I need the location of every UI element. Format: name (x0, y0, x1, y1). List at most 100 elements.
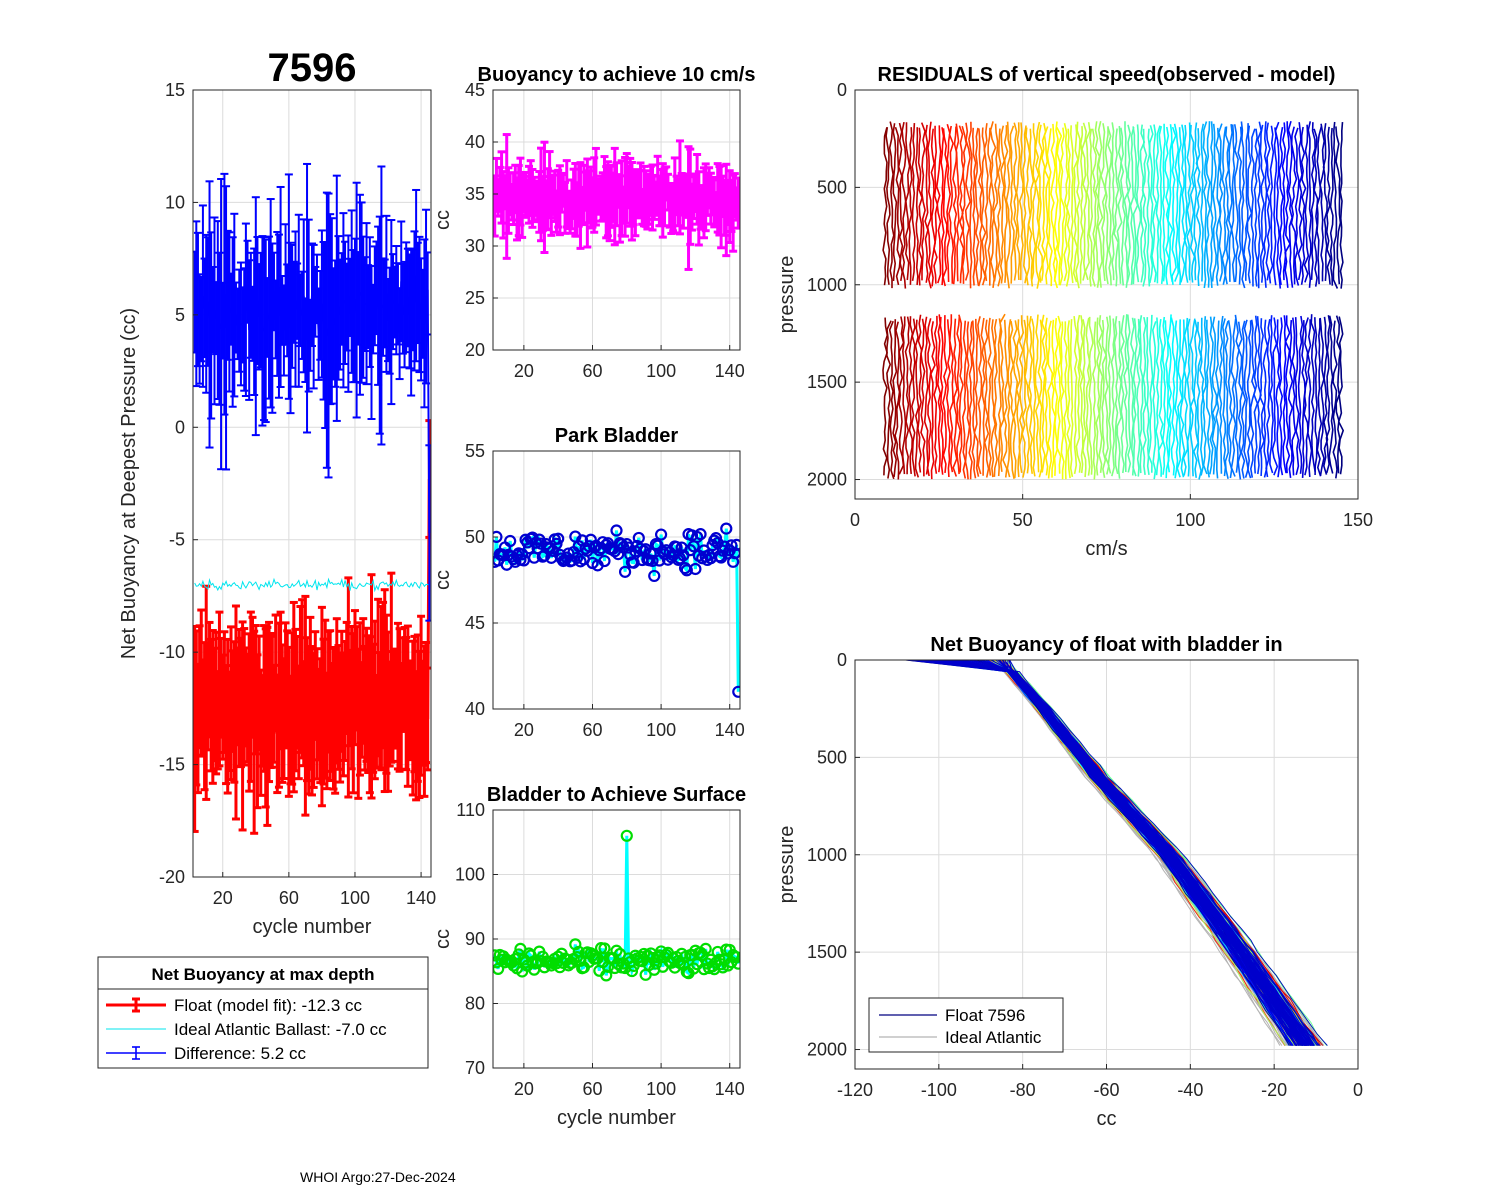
y-tick-label: 0 (175, 417, 185, 437)
y-tick-label: 500 (817, 747, 847, 767)
data-point-marker (730, 951, 740, 964)
residual-profile (1329, 127, 1334, 286)
data-point-marker (493, 530, 503, 544)
residual-profile (968, 121, 973, 289)
residual-profile (1056, 315, 1062, 474)
residual-profile (1237, 321, 1244, 480)
x-tick-label: 20 (514, 1079, 534, 1099)
residual-profile (1104, 126, 1109, 285)
residual-profile (1082, 319, 1088, 478)
residual-profile (1097, 121, 1104, 288)
x-tick-label: 100 (646, 720, 676, 740)
residual-profile (1196, 321, 1202, 480)
y-tick-label: 1500 (807, 372, 847, 392)
x-axis-label: cm/s (1085, 538, 1127, 560)
residual-profile (1328, 315, 1334, 474)
net-buoyancy-profile-axes: -120 -100 -80 -60 -40 -20 0 0 500 1000 1500 2000 Net… (776, 634, 1363, 1130)
residual-profile (993, 318, 999, 477)
residual-profile (1297, 122, 1303, 281)
residual-profile (1009, 320, 1015, 479)
y-tick-label: 0 (837, 80, 847, 100)
residual-profile (920, 318, 926, 477)
y-axis-label: cc (432, 929, 454, 949)
residual-profile (1186, 122, 1192, 281)
residual-profile (1041, 122, 1047, 281)
residual-profile (930, 321, 936, 480)
data-point-marker (516, 548, 529, 561)
residual-profile (1094, 121, 1101, 288)
residual-profile (1170, 317, 1176, 476)
residual-profile (948, 314, 954, 473)
axis-decor: -120 -100 -80 -60 -40 -20 0 0 500 1000 1500 2000 Net… (776, 634, 1363, 1130)
residual-profile (1294, 127, 1300, 286)
axes-box (192, 89, 432, 878)
residual-profile (1069, 125, 1074, 284)
residual-profile (908, 127, 913, 285)
residual-profile (1233, 124, 1239, 283)
residual-profile (1217, 123, 1224, 282)
residual-profile (1018, 315, 1025, 474)
data-point-marker (610, 944, 623, 957)
residual-profile (1005, 121, 1012, 289)
residual-profile (1141, 128, 1148, 287)
residual-profile (1278, 317, 1284, 476)
data-point-marker (644, 547, 657, 560)
x-tick-label: 20 (514, 361, 534, 381)
residual-profile (1253, 128, 1259, 287)
residual-profile (1085, 317, 1091, 476)
series-line-difference (193, 275, 431, 534)
residual-profile (1205, 121, 1211, 288)
legend-title: Net Buoyancy at max depth (152, 965, 375, 984)
x-tick-label: 100 (340, 888, 370, 908)
residual-profile (1006, 319, 1012, 478)
data-point-marker (618, 565, 632, 578)
residual-profile (1240, 121, 1246, 289)
residual-profile (961, 125, 968, 284)
y-tick-label: 70 (465, 1058, 485, 1078)
residual-profile (1002, 319, 1009, 478)
residual-profile (894, 321, 901, 480)
residual-profile (1316, 318, 1323, 477)
residual-profile (1316, 126, 1323, 285)
residual-profile (1322, 316, 1329, 475)
net-buoyancy-axes: 20 60 100 140 -20 -15 -10 -5 0 5 10 15 7596 cycle num… (118, 46, 436, 938)
residual-profile (1157, 318, 1164, 477)
residual-profile (1253, 315, 1259, 474)
residual-profile (1053, 121, 1059, 289)
y-tick-label: 500 (817, 177, 847, 197)
chart-title: Park Bladder (555, 425, 679, 447)
residual-profile (904, 316, 910, 475)
residual-profile (1284, 315, 1291, 474)
plot-marks (493, 829, 740, 982)
residual-profile (1259, 318, 1265, 477)
residual-profile (1120, 315, 1125, 474)
residual-profile (910, 318, 916, 477)
y-tick-label: 1000 (807, 275, 847, 295)
residual-profile (1205, 319, 1211, 478)
residual-profile (908, 316, 914, 474)
residual-profile (1158, 126, 1164, 284)
residual-profile (968, 321, 973, 480)
data-point-marker (504, 534, 517, 548)
residual-profile (1272, 127, 1278, 286)
residual-profile (1230, 124, 1236, 283)
plot-marks (882, 120, 1345, 480)
residual-profile (973, 318, 980, 477)
residual-profile (1088, 316, 1094, 475)
net-buoyancy-legend: Net Buoyancy at max depth Float (model fi… (97, 956, 429, 1069)
residual-profile (1300, 126, 1307, 285)
residual-profile (892, 319, 898, 477)
residual-profile (1003, 125, 1009, 283)
residual-profile (942, 128, 949, 287)
residual-profile (1174, 320, 1179, 479)
axis-decor: 20 60 100 140 40 45 50 55 Park Bladder cc (432, 425, 745, 740)
data-point-marker (632, 531, 645, 545)
legend-label: Ideal Atlantic (945, 1028, 1042, 1047)
data-point-marker (649, 538, 663, 551)
x-tick-label: 0 (850, 510, 860, 530)
residual-profile (948, 125, 955, 284)
residual-profile (1037, 319, 1043, 478)
x-tick-label: 50 (1013, 510, 1033, 530)
data-point-marker (691, 530, 704, 544)
